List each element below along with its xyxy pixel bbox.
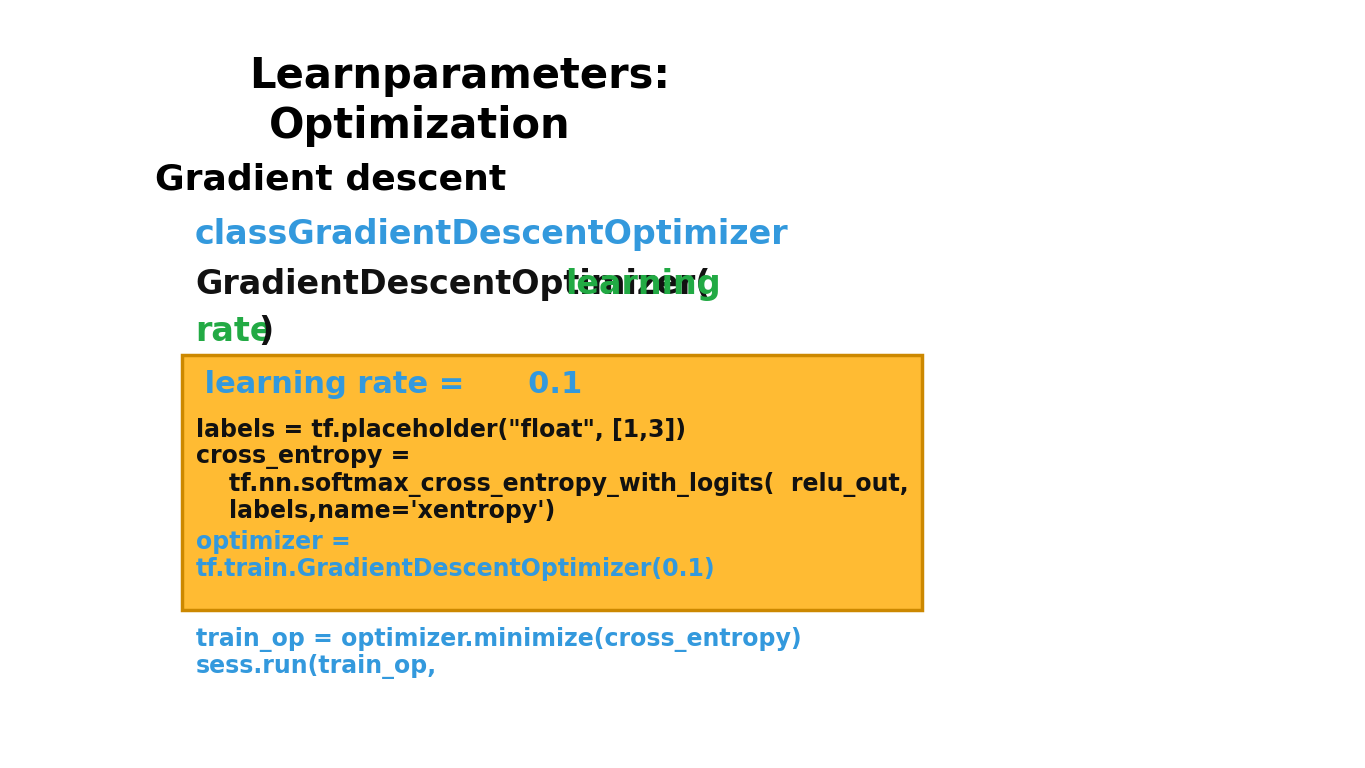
Text: optimizer =: optimizer = [197,530,351,554]
Text: ): ) [258,315,273,348]
Text: cross_entropy =: cross_entropy = [197,445,411,469]
Text: GradientDescentOptimizer(: GradientDescentOptimizer( [195,268,711,301]
Text: Gradient descent: Gradient descent [156,163,506,197]
Text: Learnparameters:: Learnparameters: [250,55,670,97]
FancyBboxPatch shape [182,355,921,610]
Text: tf.nn.softmax_cross_entropy_with_logits(  relu_out,: tf.nn.softmax_cross_entropy_with_logits(… [197,472,909,497]
Text: learning rate =      0.1: learning rate = 0.1 [194,370,583,399]
Text: rate: rate [195,315,273,348]
Text: sess.run(train_op,: sess.run(train_op, [197,654,437,679]
Text: learning: learning [565,268,721,301]
Text: classGradientDescentOptimizer: classGradientDescentOptimizer [195,218,789,251]
Text: labels = tf.placeholder("float", [1,3]): labels = tf.placeholder("float", [1,3]) [197,418,687,442]
Text: train_op = optimizer.minimize(cross_entropy): train_op = optimizer.minimize(cross_entr… [197,627,801,652]
Text: Optimization: Optimization [269,105,571,147]
Text: tf.train.GradientDescentOptimizer(0.1): tf.train.GradientDescentOptimizer(0.1) [197,557,715,581]
Text: labels,name='xentropy'): labels,name='xentropy') [197,499,556,523]
